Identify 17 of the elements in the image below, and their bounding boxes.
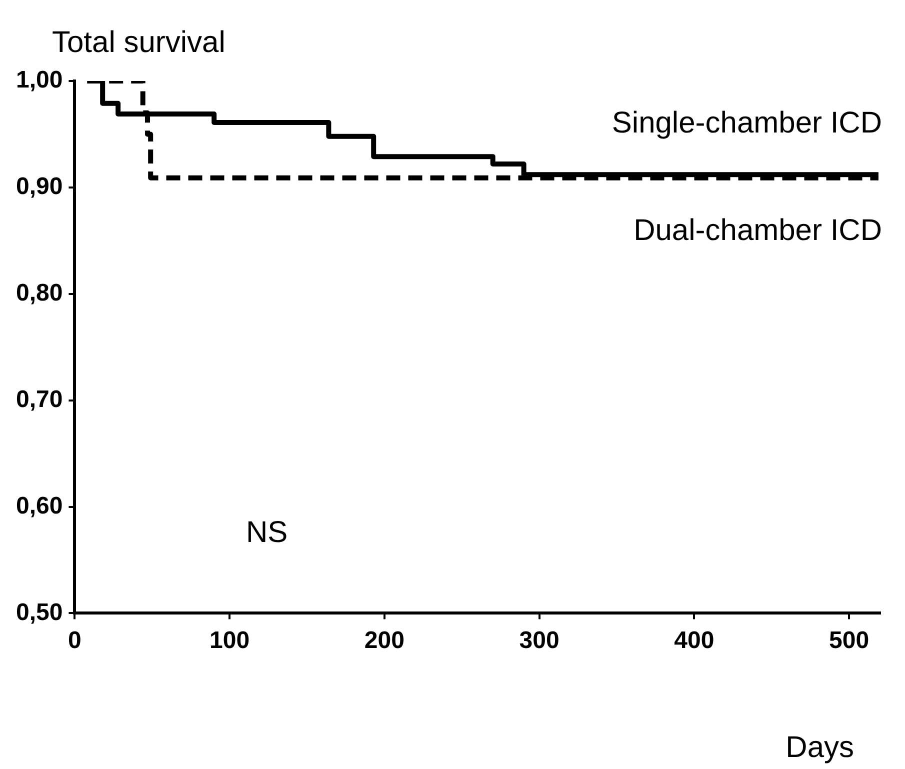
y-tick-label: 0,90 [16,173,63,200]
y-tick-label: 0,80 [16,280,63,307]
series-label: Dual-chamber ICD [634,214,882,247]
chart-title: Total survival [52,26,226,59]
x-tick-label: 0 [68,627,82,654]
y-tick-label: 0,70 [16,386,63,413]
x-tick-label: 300 [519,627,560,654]
x-tick-label: 100 [210,627,250,654]
x-tick-label: 500 [829,627,870,654]
y-tick-label: 0,60 [16,492,63,520]
x-tick-label: 400 [674,627,714,654]
x-axis-title: Days [786,731,854,764]
y-tick-label: 1,00 [16,66,63,94]
x-tick-label: 200 [364,627,404,654]
annotation: NS [246,516,288,549]
series-label: Single-chamber ICD [612,106,882,140]
y-tick-label: 0,50 [16,598,63,626]
